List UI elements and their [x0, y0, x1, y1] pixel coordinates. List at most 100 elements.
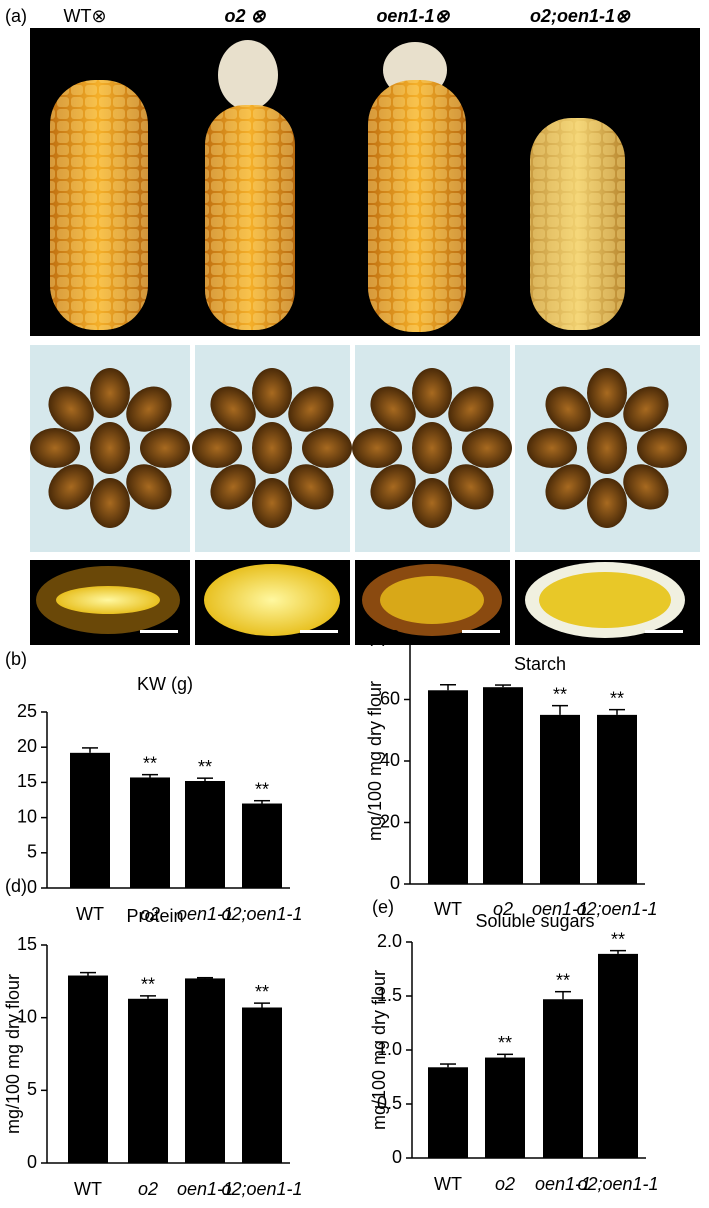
significance: ** — [553, 684, 567, 704]
x-tick-label: o2;oen1-1 — [221, 1179, 302, 1199]
kernel — [302, 428, 352, 468]
kernel — [252, 422, 292, 474]
kernel — [545, 464, 591, 510]
y-tick-label: 0 — [392, 1147, 402, 1167]
x-tick-label: oen1-1 — [535, 1174, 591, 1194]
kernel — [288, 386, 334, 432]
y-tick-label: 10 — [17, 806, 37, 826]
significance: ** — [611, 929, 625, 949]
bar — [242, 803, 282, 888]
kernel — [126, 386, 172, 432]
x-tick-label: WT — [76, 904, 104, 924]
kernel — [252, 368, 292, 418]
bar — [68, 975, 108, 1163]
panel-label: (c) — [367, 626, 388, 646]
x-tick-label: o2;oen1-1 — [577, 1174, 658, 1194]
bar — [242, 1007, 282, 1163]
chart-title: KW (g) — [137, 674, 193, 694]
bar — [485, 1057, 525, 1158]
y-tick-label: 0 — [390, 873, 400, 893]
kernel — [140, 428, 190, 468]
kernel — [192, 428, 242, 468]
chart-title: Protein — [126, 906, 183, 926]
x-tick-label: o2 — [138, 1179, 158, 1199]
significance: ** — [610, 688, 624, 708]
kernel — [587, 422, 627, 474]
significance: ** — [255, 982, 269, 1002]
x-tick-label: o2 — [495, 1174, 515, 1194]
y-axis-label: mg/100 mg dry flour — [365, 681, 385, 841]
bar — [540, 714, 580, 884]
kernel — [587, 478, 627, 528]
kernel — [126, 464, 172, 510]
y-tick-label: 5 — [27, 842, 37, 862]
bar — [428, 1067, 468, 1158]
y-tick-label: 1.5 — [377, 985, 402, 1005]
x-tick-label: WT — [434, 899, 462, 919]
panel-label: (e) — [372, 897, 394, 917]
significance: ** — [498, 1033, 512, 1053]
y-tick-label: 2.0 — [377, 931, 402, 951]
genotype-label: o2;oen1-1⊗ — [530, 6, 631, 26]
significance: ** — [255, 779, 269, 799]
kernel — [90, 422, 130, 474]
genotype-label: WT⊗ — [63, 6, 106, 26]
x-tick-label: o2 — [140, 904, 160, 924]
x-tick-label: WT — [74, 1179, 102, 1199]
x-tick-label: o2;oen1-1 — [576, 899, 657, 919]
y-tick-label: 10 — [17, 1006, 37, 1026]
kernel — [48, 464, 94, 510]
kernel — [210, 464, 256, 510]
bar — [70, 752, 110, 888]
y-tick-label: 20 — [17, 736, 37, 756]
chart-title: Soluble sugars — [475, 911, 594, 931]
kernel — [288, 464, 334, 510]
kernel — [448, 386, 494, 432]
y-tick-label: 80 — [380, 627, 400, 647]
bar — [543, 999, 583, 1158]
y-tick-label: 1.0 — [377, 1039, 402, 1059]
y-axis-label: mg/100 mg dry flour — [3, 974, 23, 1134]
x-tick-label: oen1-1 — [177, 1179, 233, 1199]
kernel — [637, 428, 687, 468]
bar — [428, 690, 468, 884]
y-tick-label: 0 — [27, 1152, 37, 1172]
x-tick-label: o2 — [493, 899, 513, 919]
bar — [483, 687, 523, 884]
bar — [130, 777, 170, 888]
kernel — [210, 386, 256, 432]
significance: ** — [143, 753, 157, 773]
kernel — [545, 386, 591, 432]
x-tick-label: oen1-1 — [532, 899, 588, 919]
y-tick-label: 0.5 — [377, 1093, 402, 1113]
kernel-sections — [30, 560, 700, 645]
x-tick-label: o2;oen1-1 — [221, 904, 302, 924]
kernel — [462, 428, 512, 468]
panel-label: (a) — [5, 6, 27, 26]
kernel — [370, 464, 416, 510]
kernel — [90, 478, 130, 528]
bar — [128, 998, 168, 1163]
kernel — [352, 428, 402, 468]
y-tick-label: 15 — [17, 934, 37, 954]
kernel — [252, 478, 292, 528]
kernel — [90, 368, 130, 418]
bar — [185, 780, 225, 888]
significance: ** — [556, 970, 570, 990]
y-tick-label: 40 — [380, 750, 400, 770]
kernel — [623, 464, 669, 510]
y-tick-label: 25 — [17, 701, 37, 721]
significance: ** — [141, 975, 155, 995]
genotype-label: oen1-1⊗ — [376, 6, 450, 26]
y-tick-label: 0 — [27, 877, 37, 897]
x-tick-label: WT — [434, 1174, 462, 1194]
kernel — [587, 368, 627, 418]
ears — [50, 40, 625, 332]
kernel — [412, 368, 452, 418]
kernel — [48, 386, 94, 432]
y-tick-label: 15 — [17, 771, 37, 791]
kernel — [370, 386, 416, 432]
y-tick-label: 5 — [27, 1079, 37, 1099]
y-tick-label: 60 — [380, 688, 400, 708]
